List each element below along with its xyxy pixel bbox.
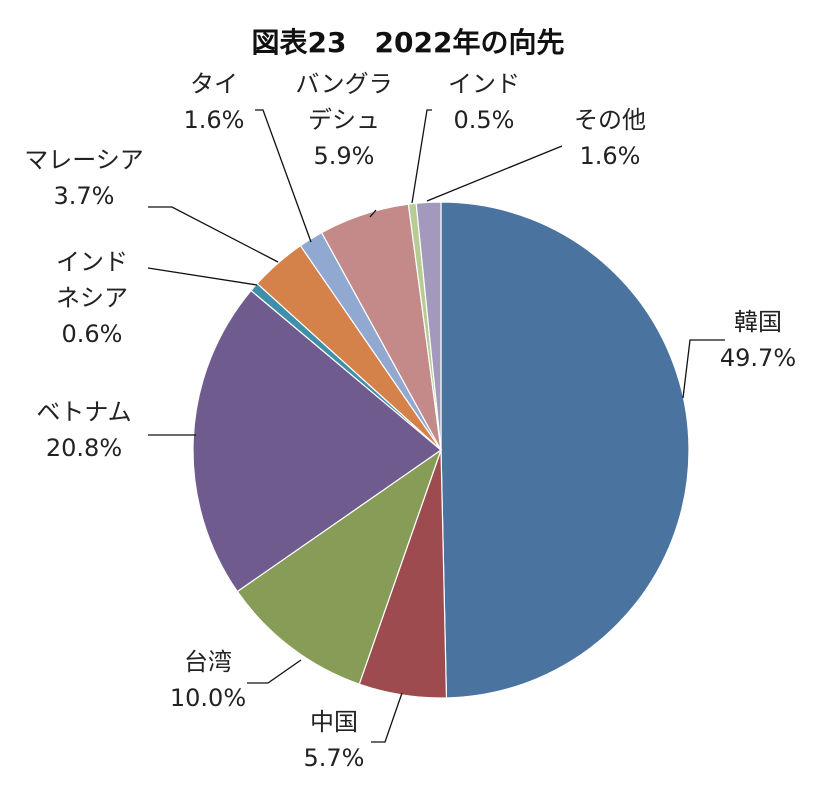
slice-label-5: マレーシア xyxy=(24,146,144,174)
pie-slice-2 xyxy=(236,448,443,685)
slice-label-8: インド xyxy=(448,70,520,98)
slice-value-label-6: 1.6% xyxy=(184,106,245,134)
slice-label-4: ネシア xyxy=(56,284,128,312)
leader-line-0 xyxy=(682,339,725,399)
leader-line-2 xyxy=(247,659,302,684)
slice-value-label-1: 5.7% xyxy=(304,744,365,772)
pie-slice-0 xyxy=(440,201,690,699)
chart-title: 図表23 2022年の向先 xyxy=(252,26,565,59)
slice-label-1: 中国 xyxy=(310,708,358,736)
pie-slice-9 xyxy=(415,201,442,451)
slice-label-3: ベトナム xyxy=(36,398,131,426)
slice-label-7: デシュ xyxy=(308,106,380,134)
leader-lines xyxy=(147,109,725,743)
slice-value-label-4: 0.6% xyxy=(62,320,123,348)
leader-line-7 xyxy=(369,209,377,218)
leader-line-1 xyxy=(371,692,403,743)
slice-label-7: バングラ xyxy=(295,70,392,98)
slice-label-2: 台湾 xyxy=(184,648,232,676)
slice-value-label-8: 0.5% xyxy=(454,106,515,134)
leader-line-5 xyxy=(148,206,279,263)
leader-line-4 xyxy=(147,267,258,286)
slice-label-4: インド xyxy=(56,248,128,276)
pie-slices xyxy=(192,201,690,699)
slice-value-label-9: 1.6% xyxy=(580,142,641,170)
pie-slice-3 xyxy=(192,289,442,593)
slice-value-label-3: 20.8% xyxy=(46,434,122,462)
slice-label-0: 韓国 xyxy=(734,308,782,336)
leader-line-9 xyxy=(426,145,563,202)
leader-line-6 xyxy=(255,109,312,243)
slice-value-label-5: 3.7% xyxy=(54,182,115,210)
slice-value-label-0: 49.7% xyxy=(720,344,796,372)
slice-label-6: タイ xyxy=(190,70,238,98)
slice-value-label-7: 5.9% xyxy=(314,142,375,170)
slice-label-9: その他 xyxy=(574,106,646,134)
leader-line-8 xyxy=(411,109,432,204)
slice-value-label-2: 10.0% xyxy=(170,684,246,712)
